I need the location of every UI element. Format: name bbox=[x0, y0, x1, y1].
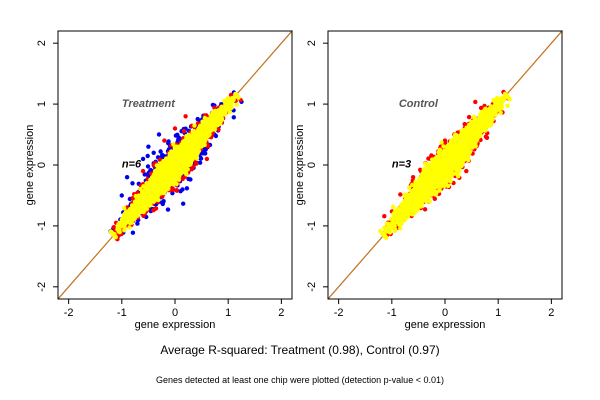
data-point bbox=[228, 92, 234, 98]
data-point bbox=[166, 139, 171, 144]
data-point bbox=[151, 150, 156, 155]
data-point bbox=[130, 181, 135, 186]
data-point bbox=[140, 168, 146, 174]
data-point bbox=[124, 175, 130, 180]
data-point bbox=[127, 225, 132, 230]
data-point bbox=[146, 144, 151, 149]
data-point bbox=[174, 188, 180, 193]
data-point bbox=[157, 157, 163, 162]
data-point bbox=[212, 105, 217, 110]
data-point bbox=[178, 189, 183, 194]
data-point bbox=[145, 164, 151, 169]
data-point bbox=[115, 227, 120, 232]
data-point bbox=[158, 149, 163, 154]
data-point bbox=[229, 105, 234, 111]
data-point bbox=[216, 127, 221, 132]
data-point bbox=[165, 207, 171, 212]
data-point bbox=[181, 201, 186, 206]
data-point bbox=[231, 115, 236, 120]
data-point bbox=[225, 96, 230, 101]
data-point bbox=[181, 128, 187, 134]
data-point bbox=[175, 132, 180, 137]
data-point bbox=[133, 193, 138, 199]
data-point bbox=[111, 225, 117, 230]
data-point bbox=[149, 175, 155, 180]
data-point bbox=[142, 172, 147, 177]
data-point bbox=[184, 186, 190, 191]
data-point bbox=[140, 156, 146, 162]
data-point bbox=[156, 132, 162, 137]
data-point bbox=[128, 220, 133, 226]
data-point bbox=[122, 226, 127, 232]
data-point bbox=[172, 126, 178, 131]
data-point bbox=[195, 116, 200, 122]
data-point bbox=[176, 137, 181, 142]
data-point bbox=[202, 142, 207, 148]
data-point bbox=[213, 133, 219, 139]
data-point bbox=[159, 194, 165, 199]
data-point bbox=[135, 221, 140, 226]
data-point bbox=[130, 230, 136, 235]
data-point bbox=[160, 152, 165, 158]
data-point bbox=[204, 156, 210, 162]
data-point bbox=[162, 138, 167, 143]
data-point bbox=[120, 217, 125, 222]
data-point bbox=[170, 186, 175, 191]
data-point bbox=[145, 153, 150, 159]
data-point bbox=[234, 102, 239, 107]
data-point bbox=[158, 161, 163, 166]
data-point bbox=[197, 160, 203, 165]
data-point bbox=[119, 193, 125, 198]
data-point bbox=[153, 206, 159, 211]
data-point bbox=[188, 177, 193, 182]
data-point bbox=[233, 92, 239, 98]
data-point bbox=[183, 114, 188, 119]
data-point bbox=[170, 191, 175, 196]
data-point bbox=[189, 167, 195, 172]
data-point bbox=[192, 123, 197, 128]
data-point bbox=[161, 199, 166, 204]
